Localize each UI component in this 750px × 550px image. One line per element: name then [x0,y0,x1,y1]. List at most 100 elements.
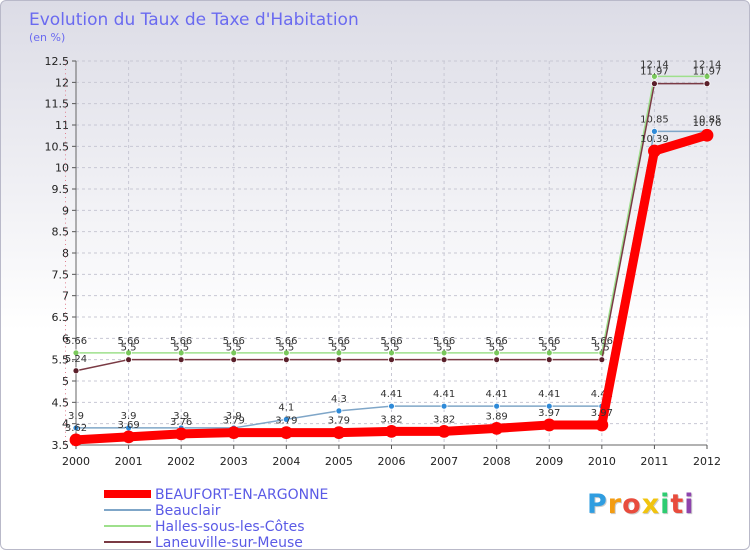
chart-subtitle: (en %) [29,31,65,44]
legend-label-Halles-sous-les-Côtes: Halles-sous-les-Côtes [155,519,305,535]
data-label-BEAUFORT-EN-ARGONNE-2003: 3.79 [223,416,245,427]
logo-letter-1: r [607,489,623,520]
data-label-BEAUFORT-EN-ARGONNE-2009: 3.97 [538,408,560,419]
data-label-Laneuville-sur-Meuse-2000: 5.24 [65,354,87,365]
data-label-Halles-sous-les-Côtes-2000: 5.66 [65,336,87,347]
data-point-Beauclair-2011 [651,127,658,135]
data-label-Beauclair-2003: 3.9 [226,411,242,422]
logo-letter-5: t [670,489,685,520]
x-tick-label-2011: 2011 [640,455,668,468]
chart-title: Evolution du Taux de Taxe d'Habitation [29,10,359,30]
data-label-BEAUFORT-EN-ARGONNE-2005: 3.79 [328,416,350,427]
data-point-Beauclair-2004 [282,415,290,423]
legend: BEAUFORT-EN-ARGONNEBeauclairHalles-sous-… [104,487,328,549]
data-point-Beauclair-2009 [545,402,553,410]
data-label-Halles-sous-les-Côtes-2008: 5.66 [486,336,508,347]
data-label-BEAUFORT-EN-ARGONNE-2000: 3.62 [65,423,87,434]
data-label-Halles-sous-les-Côtes-2011: 12.14 [640,59,669,70]
data-label-Laneuville-sur-Meuse-2012: 11.97 [693,67,722,78]
series-BEAUFORT-EN-ARGONNE: 3.62 3.69 3.76 3.79 3.79 3.79 3.82 3.82 3.89 3.97… [65,118,722,447]
data-label-Halles-sous-les-Côtes-2001: 5.66 [117,336,139,347]
data-point-BEAUFORT-EN-ARGONNE-2012 [700,128,714,142]
data-label-BEAUFORT-EN-ARGONNE-2007: 3.82 [433,414,455,425]
x-tick-label-2010: 2010 [588,455,616,468]
data-point-Laneuville-sur-Meuse-2007 [440,356,448,364]
data-label-Beauclair-2006: 4.41 [380,389,402,400]
data-label-Halles-sous-les-Côtes-2009: 5.66 [538,336,560,347]
data-point-Halles-sous-les-Côtes-2011 [651,72,658,80]
y-tick-label-18: 12.5 [45,55,70,68]
legend-label-BEAUFORT-EN-ARGONNE: BEAUFORT-EN-ARGONNE [155,487,328,503]
x-tick-label-2005: 2005 [325,455,353,468]
data-label-Halles-sous-les-Côtes-2003: 5.66 [223,336,245,347]
data-point-Laneuville-sur-Meuse-2009 [545,356,553,364]
series-Laneuville-sur-Meuse: 5.24 5.5 5.5 5.5 5.5 5.5 5.5 5.5 5.5 5.5 5.5 11.97 1… [65,67,722,375]
data-label-Halles-sous-les-Côtes-2004: 5.66 [275,336,297,347]
data-point-Beauclair-2008 [493,402,501,410]
data-label-Halles-sous-les-Côtes-2002: 5.66 [170,336,192,347]
data-point-Laneuville-sur-Meuse-2003 [230,356,238,364]
data-label-Laneuville-sur-Meuse-2004: 5.5 [278,343,294,354]
data-point-Halles-sous-les-Côtes-2003 [230,349,238,357]
y-tick-label-13: 10 [55,162,69,175]
data-point-BEAUFORT-EN-ARGONNE-2001 [122,430,135,444]
data-point-Beauclair-2000 [72,424,80,432]
y-tick-label-6: 6.5 [52,311,70,324]
data-label-Beauclair-2012: 10.85 [693,114,722,125]
data-label-BEAUFORT-EN-ARGONNE-2011: 10.39 [640,134,669,145]
data-label-Beauclair-2002: 3.9 [173,411,189,422]
x-tick-label-2004: 2004 [272,455,300,468]
data-point-BEAUFORT-EN-ARGONNE-2007 [437,424,451,438]
data-point-Laneuville-sur-Meuse-2010 [598,356,606,364]
data-label-BEAUFORT-EN-ARGONNE-2012: 10.76 [693,118,722,129]
data-label-Laneuville-sur-Meuse-2008: 5.5 [489,343,505,354]
y-tick-label-4: 5.5 [52,354,70,367]
data-label-Laneuville-sur-Meuse-2002: 5.5 [173,343,189,354]
data-label-Beauclair-2007: 4.41 [433,389,455,400]
data-point-Laneuville-sur-Meuse-2002 [177,356,185,364]
data-label-BEAUFORT-EN-ARGONNE-2004: 3.79 [275,416,297,427]
data-point-Halles-sous-les-Côtes-2009 [545,349,553,357]
data-label-Beauclair-2009: 4.41 [538,389,560,400]
y-tick-label-14: 10.5 [45,140,70,153]
x-tick-label-2000: 2000 [62,455,90,468]
y-tick-label-16: 11.5 [45,98,70,111]
data-point-BEAUFORT-EN-ARGONNE-2005 [332,426,346,440]
data-label-Halles-sous-les-Côtes-2006: 5.66 [380,336,402,347]
data-point-Halles-sous-les-Côtes-2004 [282,349,290,357]
data-label-Laneuville-sur-Meuse-2011: 11.97 [640,67,669,78]
data-point-Halles-sous-les-Côtes-2006 [388,349,395,357]
data-label-BEAUFORT-EN-ARGONNE-2008: 3.89 [486,411,508,422]
y-tick-label-15: 11 [55,119,69,132]
data-point-BEAUFORT-EN-ARGONNE-2010 [595,418,609,432]
data-label-Beauclair-2004: 4.1 [278,402,294,413]
data-point-Laneuville-sur-Meuse-2008 [493,356,501,364]
data-point-Halles-sous-les-Côtes-2008 [493,349,501,357]
data-point-Laneuville-sur-Meuse-2011 [651,80,658,88]
data-label-Halles-sous-les-Côtes-2007: 5.66 [433,336,455,347]
data-point-Halles-sous-les-Côtes-2001 [125,349,132,357]
x-tick-label-2002: 2002 [167,455,195,468]
logo-letter-4: i [660,489,671,520]
data-point-BEAUFORT-EN-ARGONNE-2006 [385,424,398,438]
data-point-BEAUFORT-EN-ARGONNE-2000 [69,433,83,447]
x-tick-label-2012: 2012 [693,455,721,468]
x-tick-label-2001: 2001 [115,455,143,468]
data-point-Halles-sous-les-Côtes-2002 [177,349,185,357]
data-point-Laneuville-sur-Meuse-2000 [72,367,80,375]
data-point-BEAUFORT-EN-ARGONNE-2003 [227,426,241,440]
data-label-BEAUFORT-EN-ARGONNE-2006: 3.82 [380,414,402,425]
data-point-Beauclair-2007 [440,402,448,410]
data-point-Laneuville-sur-Meuse-2012 [703,80,711,88]
axes: 3.544.555.566.577.588.599.51010.51111.51… [45,55,722,468]
data-point-Halles-sous-les-Côtes-2005 [335,349,343,357]
data-point-BEAUFORT-EN-ARGONNE-2002 [174,427,188,441]
data-point-BEAUFORT-EN-ARGONNE-2004 [279,426,293,440]
data-label-Halles-sous-les-Côtes-2010: 5.66 [591,336,613,347]
data-point-BEAUFORT-EN-ARGONNE-2008 [490,421,504,435]
data-label-Laneuville-sur-Meuse-2006: 5.5 [384,343,400,354]
data-label-BEAUFORT-EN-ARGONNE-2001: 3.69 [117,420,139,431]
series-group: 3.9 3.9 3.9 3.9 4.1 4.3 4.41 4.41 4.41 4.41 4.41 10… [65,59,722,447]
